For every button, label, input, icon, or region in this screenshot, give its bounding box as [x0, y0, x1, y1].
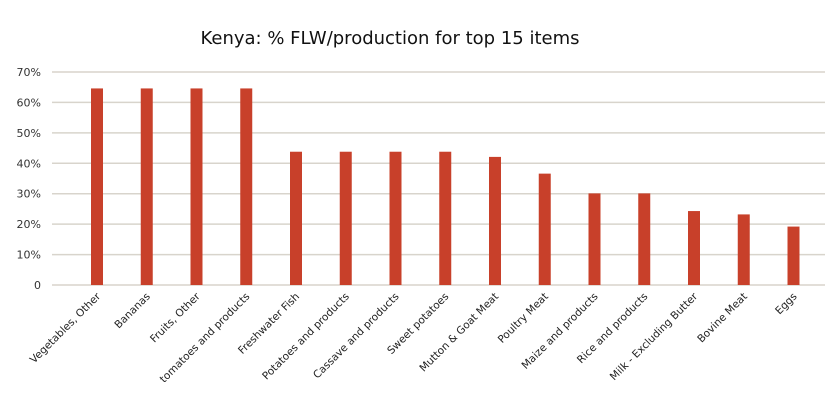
y-tick-label: 20%: [17, 218, 41, 231]
y-tick-label: 10%: [17, 249, 41, 262]
bar: [91, 88, 103, 285]
grid: [52, 71, 825, 286]
bar: [538, 173, 551, 285]
y-tick-label: 50%: [17, 127, 41, 140]
chart-title: Kenya: % FLW/production for top 15 items: [200, 28, 579, 49]
x-tick-label: Poultry Meat: [496, 291, 551, 346]
x-tick-label: Fruits, Other: [148, 290, 203, 345]
bar: [588, 193, 601, 285]
y-tick-label: 40%: [17, 157, 41, 170]
y-tick-label: 0: [34, 279, 41, 292]
x-tick-label: Vegetables, Other: [28, 290, 104, 366]
x-tick-label: Milk - Excluding Butter: [608, 290, 701, 383]
bar: [389, 151, 402, 285]
bar: [638, 193, 651, 285]
x-tick-label: Cassave and products: [311, 291, 402, 382]
x-tick-label: Bovine Meat: [695, 291, 750, 346]
bar: [439, 151, 452, 285]
bar: [787, 226, 800, 285]
bars: [91, 88, 800, 285]
x-tick-label: Bananas: [112, 291, 153, 332]
bar: [240, 88, 253, 285]
bar: [140, 88, 153, 285]
x-tick-label: Eggs: [773, 291, 799, 317]
bar: [737, 214, 750, 285]
x-tick-label: Potatoes and products: [260, 291, 352, 383]
y-tick-label: 30%: [17, 188, 41, 201]
y-axis: 0 10% 20% 30% 40% 50% 60% 70%: [17, 66, 41, 292]
bar: [688, 211, 700, 285]
x-tick-label: tomatoes and products: [158, 291, 253, 386]
bar: [290, 151, 302, 285]
y-tick-label: 60%: [17, 96, 41, 109]
bar: [489, 156, 501, 285]
bar: [339, 151, 352, 285]
bar: [190, 88, 203, 285]
y-tick-label: 70%: [17, 66, 41, 79]
